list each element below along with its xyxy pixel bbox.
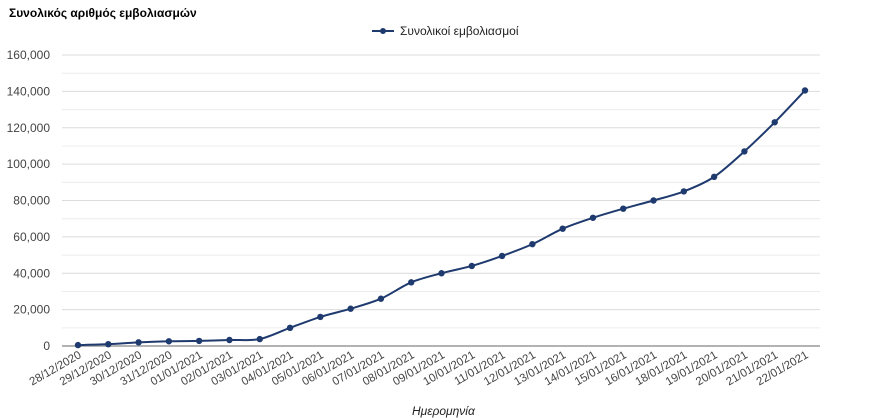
- data-point[interactable]: [105, 340, 112, 348]
- data-point[interactable]: [589, 214, 597, 221]
- data-point[interactable]: [195, 337, 203, 345]
- data-point[interactable]: [256, 335, 263, 343]
- data-point[interactable]: [377, 295, 385, 302]
- x-axis-title: Ημερομηνία: [412, 404, 475, 418]
- data-point[interactable]: [801, 87, 809, 94]
- data-point[interactable]: [498, 252, 506, 260]
- legend-line-marker-icon: [372, 28, 394, 34]
- y-tick-label: 160,000: [7, 48, 51, 62]
- data-point[interactable]: [165, 338, 173, 345]
- y-tick-label: 60,000: [13, 230, 50, 244]
- data-point[interactable]: [468, 262, 475, 270]
- y-tick-label: 0: [43, 339, 50, 353]
- legend-label: Συνολικοί εμβολιασμοί: [400, 24, 519, 38]
- y-tick-label: 40,000: [13, 266, 50, 280]
- data-point[interactable]: [710, 173, 718, 181]
- data-point[interactable]: [741, 148, 748, 155]
- data-point[interactable]: [650, 197, 657, 204]
- data-point[interactable]: [620, 205, 627, 212]
- legend: Συνολικοί εμβολιασμοί: [372, 24, 519, 38]
- data-point[interactable]: [317, 313, 324, 321]
- y-tick-label: 100,000: [7, 157, 51, 171]
- data-point[interactable]: [680, 188, 688, 195]
- data-point[interactable]: [226, 336, 233, 344]
- y-tick-label: 140,000: [7, 84, 51, 98]
- data-point[interactable]: [559, 225, 566, 232]
- y-tick-label: 20,000: [13, 303, 50, 317]
- data-point[interactable]: [74, 341, 82, 349]
- data-point[interactable]: [347, 305, 354, 312]
- chart-title: Συνολικός αριθμός εμβολιασμών: [9, 6, 197, 20]
- data-point[interactable]: [135, 339, 142, 346]
- y-tick-label: 120,000: [7, 121, 51, 135]
- data-point[interactable]: [286, 324, 294, 332]
- data-point[interactable]: [771, 119, 778, 126]
- series-line: [77, 89, 806, 347]
- data-point[interactable]: [408, 279, 415, 286]
- data-point[interactable]: [529, 240, 536, 248]
- y-tick-label: 80,000: [13, 194, 50, 208]
- data-point[interactable]: [438, 270, 445, 277]
